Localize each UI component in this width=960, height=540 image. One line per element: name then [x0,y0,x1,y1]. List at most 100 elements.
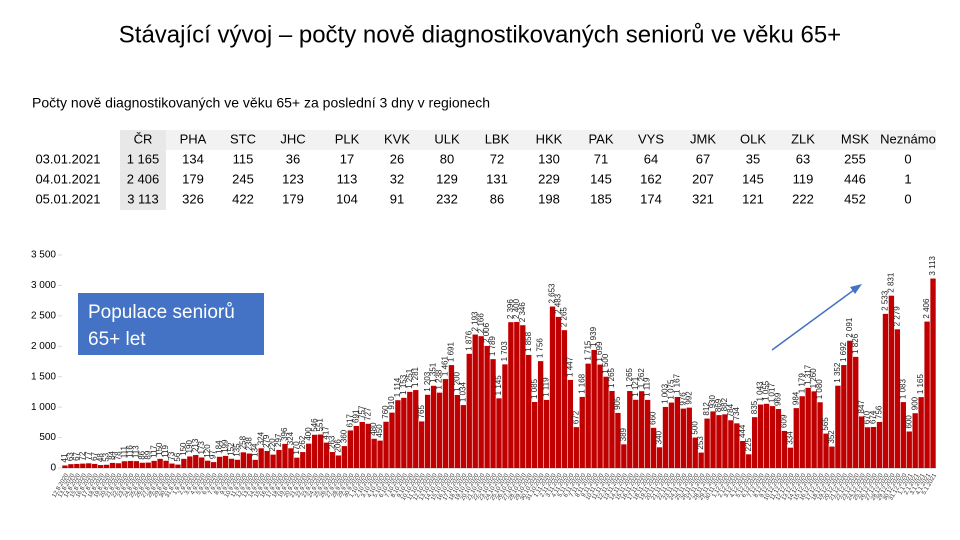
bar [68,464,74,468]
bar [829,446,835,468]
bar [371,438,377,468]
arrow [771,286,859,351]
value-label: 835 [750,400,759,414]
bar [80,463,86,468]
annotation-line: Populace seniorů [88,302,235,323]
bar [294,457,300,468]
value-label: 213 [191,438,200,452]
value-label: 1 083 [898,379,907,400]
cell: 3 113 [127,191,159,206]
bar [145,462,151,468]
value-label: 117 [149,445,158,458]
bar [924,321,930,468]
cell: 71 [594,151,608,166]
value-label: 2 006 [482,322,491,343]
bar [478,336,484,468]
value-label: 1 153 [399,374,408,395]
bar [157,458,163,468]
value-label: 847 [857,400,866,414]
bar [531,401,538,468]
bar [490,359,496,468]
value-label: 1 119 [643,377,652,397]
bar [597,364,603,468]
bar [692,437,698,468]
cell: 67 [696,151,710,166]
bar [365,423,371,468]
bar [555,316,562,468]
value-label: 1 055 [762,380,771,401]
value-label: 900 [910,396,919,410]
value-label: 546 [310,418,319,432]
value-label: 2 483 [554,293,563,314]
bar [787,447,794,468]
column-header: ZLK [791,131,815,146]
cell: 130 [538,151,560,166]
value-label: 1 203 [423,371,432,392]
value-label: 992 [684,391,693,405]
cell: 179 [182,171,204,186]
value-label: 400 [304,427,313,441]
value-label: 86 [137,450,146,459]
value-label: 1 351 [429,362,438,383]
value-label: 199 [221,439,230,453]
bar [86,463,92,468]
value-label: 1 043 [756,381,765,402]
bar [674,396,681,468]
bar [561,330,568,468]
value-label: 56 [173,452,182,461]
value-label: 444 [738,424,747,438]
bar [912,413,918,468]
value-label: 206 [334,439,343,453]
value-label: 1 145 [494,375,503,396]
value-label: 1 168 [577,373,586,394]
value-label: 1 179 [797,373,806,394]
cell: 179 [282,191,304,206]
bar [359,421,365,468]
value-label: 417 [322,426,331,440]
value-label: 2 346 [518,302,527,323]
value-label: 930 [708,395,717,409]
value-label: 258 [238,435,247,449]
bar [859,416,865,468]
cell: 229 [538,171,560,186]
cell: 1 [904,171,911,186]
value-label: 1 262 [637,368,646,389]
value-label: 1 692 [839,341,848,362]
value-label: 1 167 [672,373,681,394]
value-label: 238 [244,437,253,451]
bar [668,402,675,468]
cell: 321 [692,191,714,206]
bar [549,306,556,468]
value-label: 152 [227,442,236,456]
value-label: 984 [791,391,800,405]
value-label: 3 113 [928,256,937,276]
bar [567,379,574,468]
bar [74,463,80,468]
bar [579,396,585,468]
bar [341,446,348,468]
value-label: 1 085 [530,378,539,399]
value-label: 2 400 [512,298,521,319]
value-label: 48 [96,453,105,462]
cell: 185 [590,191,612,206]
value-label: 734 [732,406,741,420]
value-label: 324 [256,431,265,445]
value-label: 2 265 [560,307,569,328]
bar [609,391,615,468]
bar [811,391,817,468]
value-label: 1 461 [441,356,450,377]
value-label: 1 281 [411,366,420,387]
column-header: OLK [740,131,766,146]
cell: 63 [796,151,810,166]
bar [288,448,294,468]
bar [127,460,134,468]
value-label: 120 [203,444,212,458]
value-label: 2 279 [892,306,901,327]
bar [650,427,657,468]
bar [864,427,871,468]
cell: 86 [490,191,504,206]
value-label: 1 075 [667,379,676,400]
value-label: 150 [155,442,164,456]
bar [419,421,425,468]
